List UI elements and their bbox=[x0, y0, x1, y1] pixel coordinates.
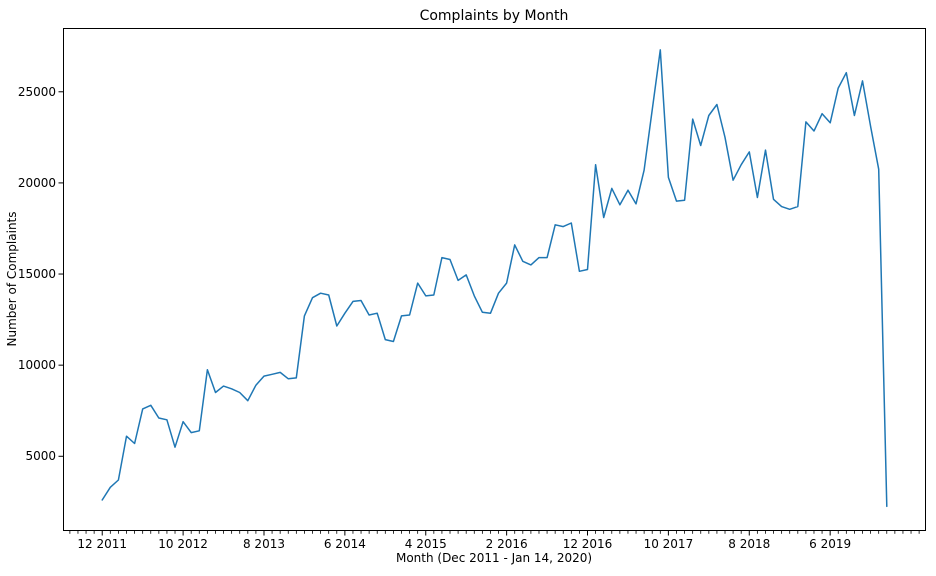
x-tick-label: 12 2016 bbox=[562, 537, 613, 551]
x-tick-label: 10 2012 bbox=[158, 537, 208, 551]
x-tick-label: 8 2018 bbox=[728, 537, 771, 551]
x-tick-label: 6 2019 bbox=[809, 537, 852, 551]
chart-title: Complaints by Month bbox=[419, 8, 569, 24]
x-tick-label: 10 2017 bbox=[643, 537, 694, 551]
x-tick-label: 12 2011 bbox=[77, 537, 128, 551]
complaints-line bbox=[101, 49, 888, 508]
x-tick-label: 8 2013 bbox=[242, 537, 285, 551]
y-tick-label: 10000 bbox=[17, 358, 56, 373]
y-tick-label: 5000 bbox=[25, 449, 56, 464]
y-tick-label: 25000 bbox=[17, 84, 56, 99]
x-tick-label: 2 2016 bbox=[485, 537, 528, 551]
y-tick-label: 15000 bbox=[17, 267, 56, 282]
x-axis-label: Month (Dec 2011 - Jan 14, 2020) bbox=[395, 551, 593, 565]
y-tick-label: 20000 bbox=[17, 175, 56, 190]
x-tick-label: 6 2014 bbox=[323, 537, 366, 551]
plot-border bbox=[63, 28, 926, 531]
x-tick-label: 4 2015 bbox=[404, 537, 447, 551]
